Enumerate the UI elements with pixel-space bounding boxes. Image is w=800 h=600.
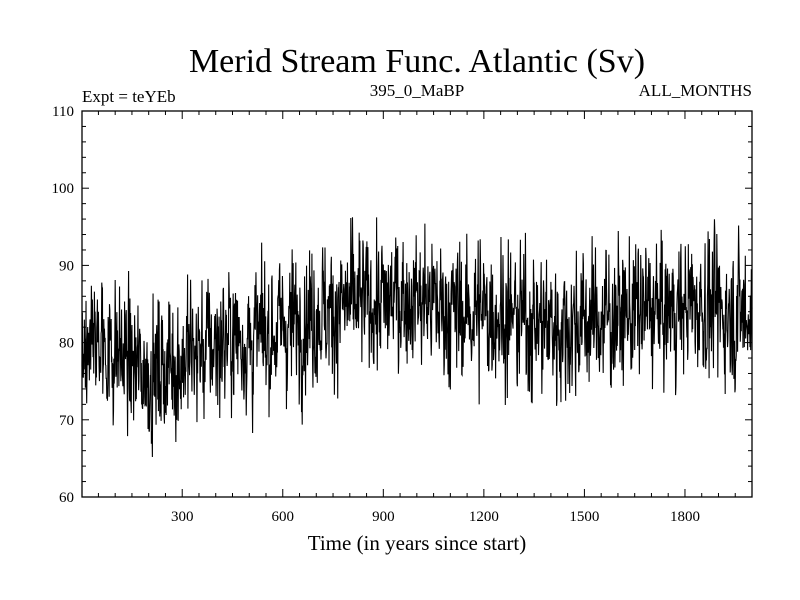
plot-frame [81,110,753,498]
run-label: 395_0_MaBP [370,81,464,100]
y-tick-label: 90 [59,258,74,274]
x-tick-label: 1800 [670,509,700,525]
series-layer [81,217,753,458]
y-tick-label: 80 [59,336,74,352]
x-tick-label: 900 [372,509,395,525]
y-tick-label: 70 [59,413,74,429]
y-axis: 60 70 80 90 100 110 [52,104,752,506]
months-label: ALL_MONTHS [639,81,752,100]
x-tick-label: 300 [171,509,194,525]
x-axis-label: Time (in years since start) [308,531,527,555]
y-tick-label: 110 [52,104,74,120]
y-tick-label: 100 [52,181,75,197]
expt-label: Expt = teYEb [82,87,176,106]
x-tick-label: 600 [272,509,295,525]
series-line [81,217,753,458]
x-axis: 300 600 900 1200 1500 1800 [97,111,736,525]
x-tick-label: 1500 [569,509,599,525]
y-tick-label: 60 [59,490,74,506]
chart-title: Merid Stream Func. Atlantic (Sv) [189,43,645,80]
x-tick-label: 1200 [469,509,499,525]
